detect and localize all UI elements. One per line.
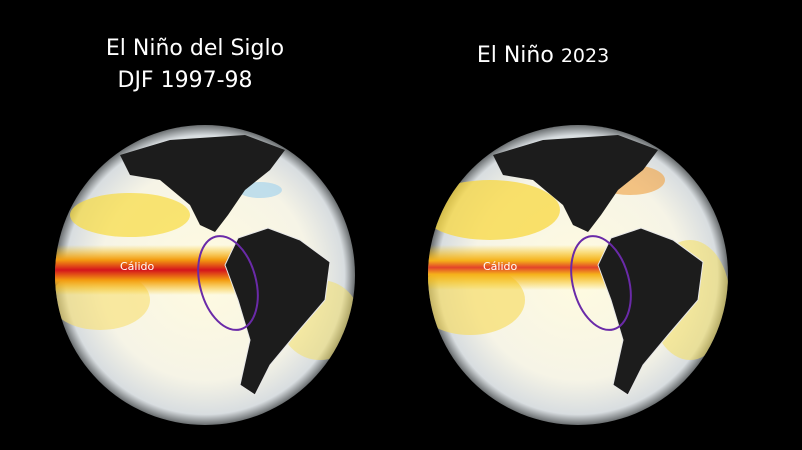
right-year: 2023 xyxy=(561,45,609,67)
sst-anomalies xyxy=(55,135,355,396)
north-america xyxy=(493,135,658,232)
left-subtitle: DJF 1997-98 xyxy=(118,68,253,93)
left-title: El Niño del Siglo xyxy=(106,36,284,61)
warm-patch xyxy=(428,180,560,240)
warm-band xyxy=(55,245,240,295)
north-america xyxy=(120,135,285,232)
right-title: El Niño 2023 xyxy=(477,43,609,68)
south-america xyxy=(597,227,704,396)
warm-label: Cálido xyxy=(483,260,518,273)
warm-patch xyxy=(70,193,190,237)
warm-label: Cálido xyxy=(120,260,155,273)
left-globe: Cálido xyxy=(55,125,355,425)
right-title-text: El Niño xyxy=(477,43,554,68)
right-globe: Cálido xyxy=(428,125,728,425)
coast-ellipse xyxy=(197,235,259,331)
sst-anomalies xyxy=(428,135,728,396)
coast-ellipse xyxy=(570,235,632,331)
south-america xyxy=(224,227,331,396)
warm-band xyxy=(428,245,613,290)
